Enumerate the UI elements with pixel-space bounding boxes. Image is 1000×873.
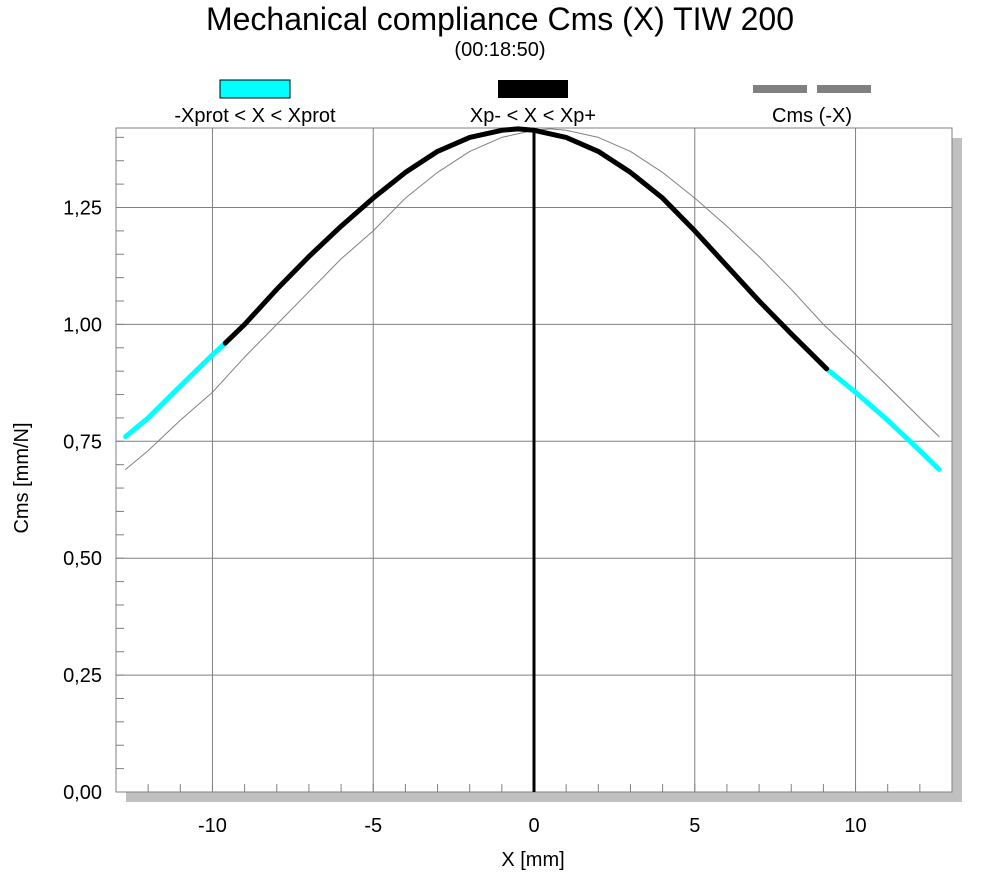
legend-swatch-cms-neg-b <box>817 85 871 93</box>
y-tick-label: 0,25 <box>63 665 102 687</box>
y-tick-label: 1,00 <box>63 314 102 336</box>
legend-swatch-xprot <box>219 79 291 99</box>
legend-swatch-cms-neg-a <box>753 85 807 93</box>
y-tick-label: 0,50 <box>63 548 102 570</box>
x-tick-label: 5 <box>689 815 700 837</box>
series-layer <box>123 126 942 472</box>
x-tick-label: 0 <box>528 815 539 837</box>
minor-ticks <box>115 136 953 793</box>
x-tick-label: -10 <box>198 815 227 837</box>
chart-title: Mechanical compliance Cms (X) TIW 200 <box>206 1 794 37</box>
legend-swatch-xp <box>498 80 568 98</box>
x-tick-label: -5 <box>364 815 382 837</box>
chart-subtitle: (00:18:50) <box>454 39 545 61</box>
series-line-xprot-left <box>123 340 228 440</box>
y-tick-label: 0,75 <box>63 431 102 453</box>
y-axis-label: Cms [mm/N] <box>11 422 33 533</box>
y-tick-label: 1,25 <box>63 197 102 219</box>
series-line-xp <box>222 126 830 372</box>
x-tick-label: 10 <box>844 815 866 837</box>
x-axis-label: X [mm] <box>501 849 564 871</box>
legend-label: Cms (-X) <box>772 105 852 127</box>
legend-label: Xp- < X < Xp+ <box>470 105 596 127</box>
tick-labels: -10 -5 0 5 10 0,00 0,25 0,50 0,75 1,00 1,25 <box>63 197 867 837</box>
legend-label: -Xprot < X < Xprot <box>174 105 336 127</box>
y-tick-label: 0,00 <box>63 782 102 804</box>
series-line-xprot-right <box>824 366 942 472</box>
legend: -Xprot < X < Xprot Xp- < X < Xp+ Cms (-X) <box>174 79 871 127</box>
